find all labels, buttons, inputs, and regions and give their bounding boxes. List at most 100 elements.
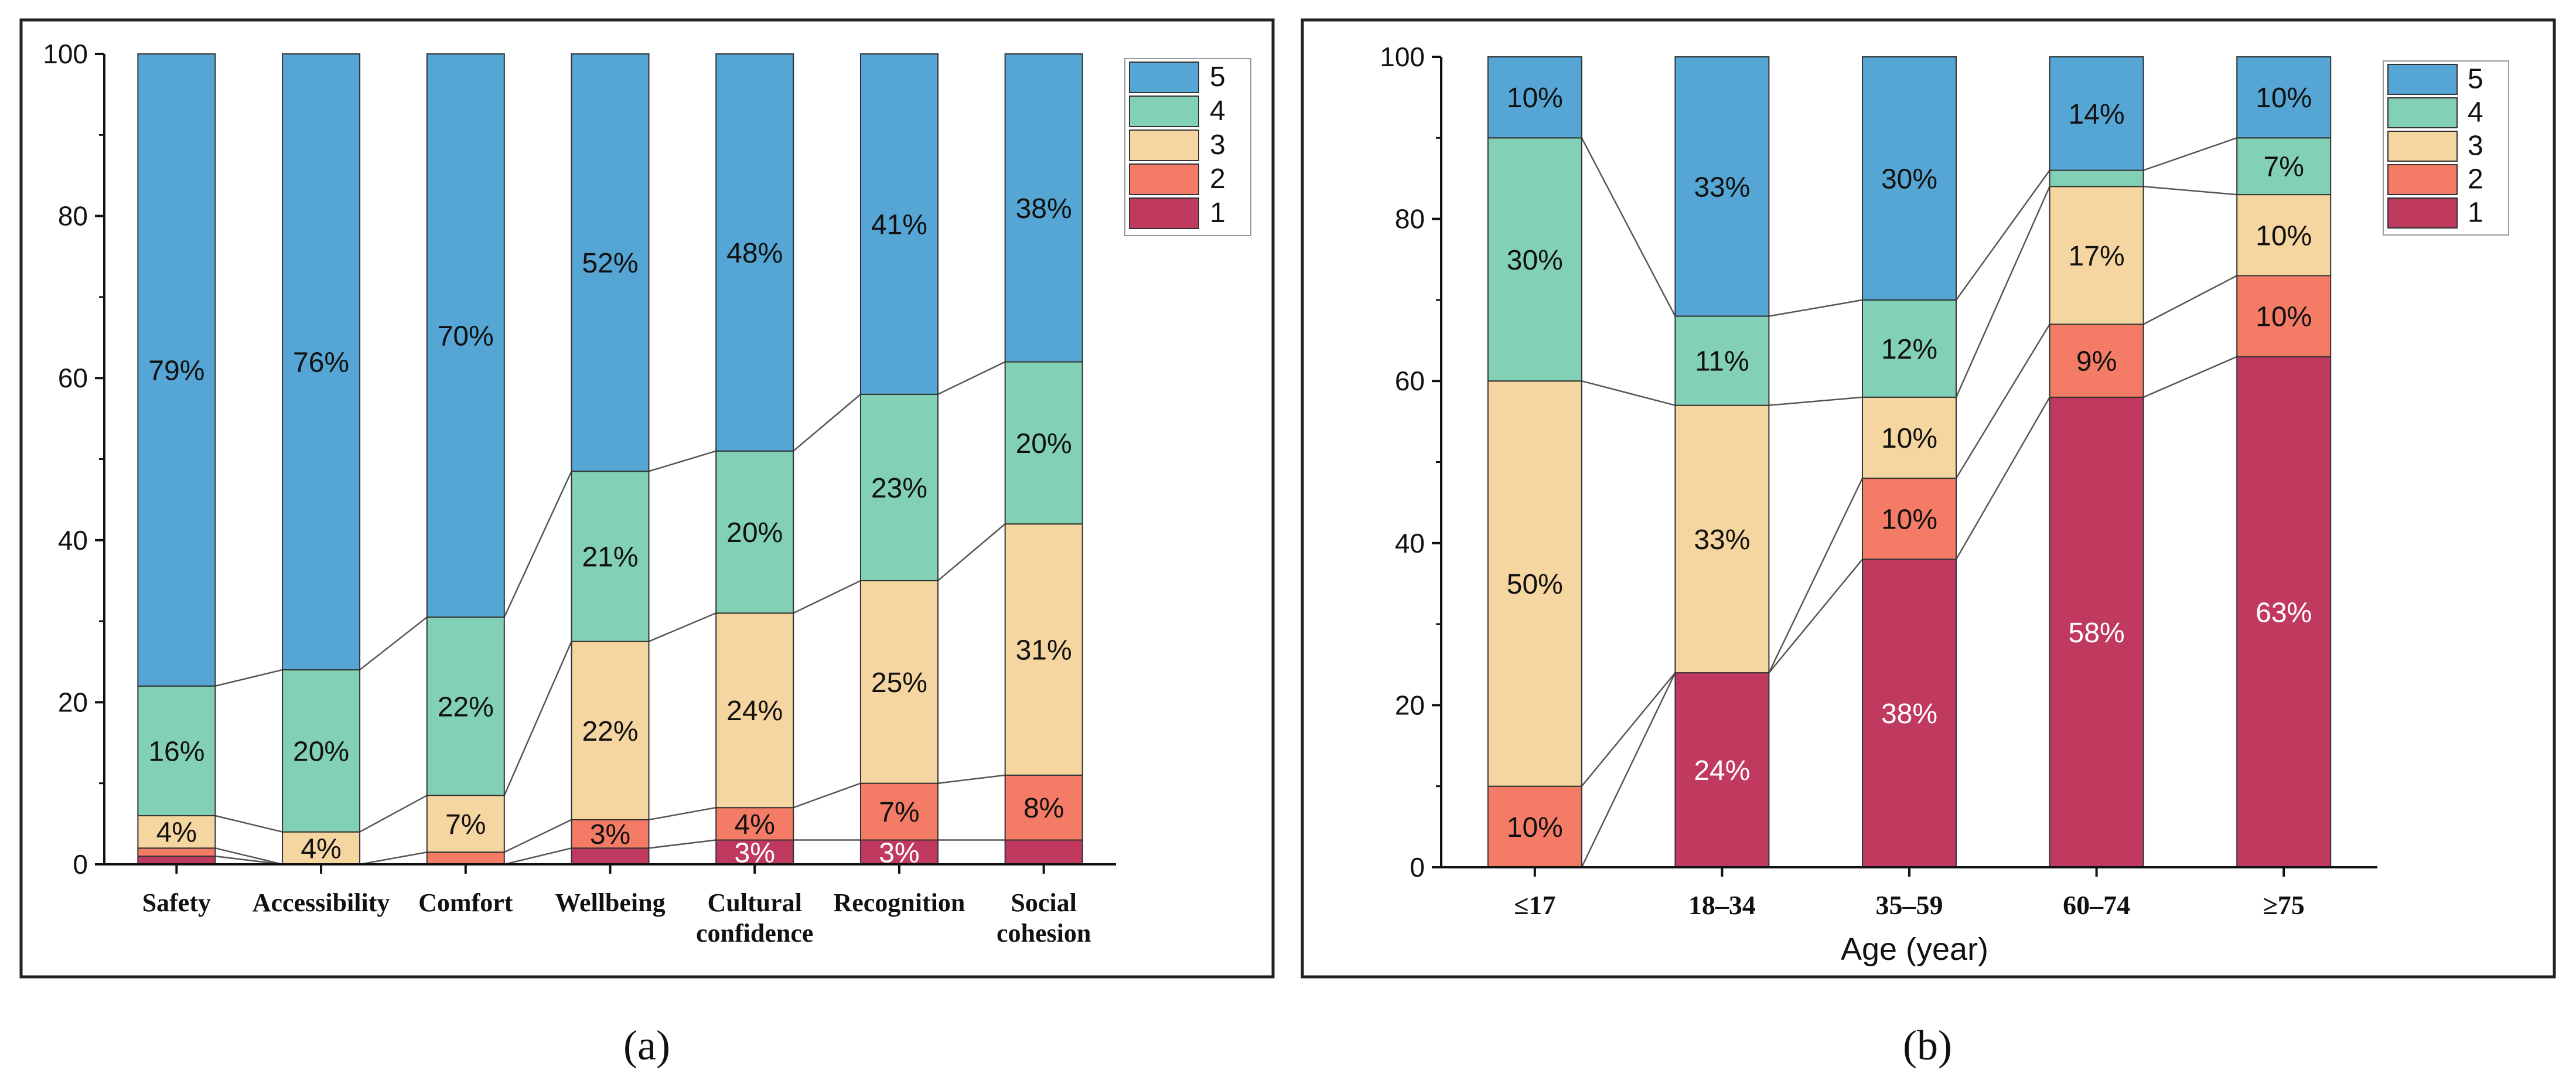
panel-b-frame <box>1301 18 2556 979</box>
connector-line <box>937 361 1006 395</box>
y-tick-label: 40 <box>58 525 88 556</box>
panel-b-segment-labels: 24% 38% 58% 63% 10% 10% 9% 10% 50% 33% 10% 17% 10% 30… <box>1507 83 2312 843</box>
bar-segment-rating-3 <box>282 831 361 865</box>
bar-segment-rating-1 <box>571 847 650 865</box>
segment-label: 31% <box>1016 635 1072 666</box>
segment-label: 41% <box>871 209 927 240</box>
segment-label: 30% <box>1507 245 1563 276</box>
connector-line <box>1581 380 1676 406</box>
segment-label: 22% <box>438 691 494 723</box>
y-tick-label: 20 <box>58 687 88 717</box>
bar-segment-rating-2 <box>1004 774 1083 841</box>
segment-label: 63% <box>2256 597 2312 628</box>
legend-label: 2 <box>2468 164 2483 195</box>
segment-label: 10% <box>1881 423 1937 454</box>
y-tick-label: 60 <box>58 363 88 393</box>
connector-line <box>359 616 428 671</box>
bar-segment-rating-4 <box>2049 169 2144 188</box>
panel-a-caption: (a) <box>623 1022 670 1069</box>
segment-label: 33% <box>1694 172 1750 203</box>
chart-panel-b: 24%38%58%63%10%10%9%10%50%33%10%17%10%30… <box>1301 18 2556 979</box>
connector-line <box>359 851 428 865</box>
bar-segment-rating-5 <box>282 53 361 671</box>
bar-segment-rating-1 <box>2236 356 2332 868</box>
bar-segment-rating-5 <box>571 53 650 472</box>
x-category-label: 35–59 <box>1876 890 1943 920</box>
legend-label: 1 <box>1210 197 1226 229</box>
legend-label: 5 <box>1210 62 1226 93</box>
panel-a-bars <box>137 53 1083 865</box>
segment-label: 20% <box>293 736 349 767</box>
bar-segment-rating-5 <box>715 53 794 452</box>
x-category-label: ≤17 <box>1514 890 1555 920</box>
bar-segment-rating-2 <box>1487 785 1582 868</box>
segment-label: 17% <box>2069 241 2125 272</box>
bar-segment-rating-5 <box>2049 56 2144 171</box>
connector-line <box>1769 396 1863 406</box>
bar-segment-rating-3 <box>2049 186 2144 325</box>
connector-line <box>649 806 716 821</box>
x-category-label: Accessibility <box>253 888 390 917</box>
bar-segment-rating-4 <box>1674 315 1770 406</box>
connector-line <box>215 855 283 865</box>
x-category-label: Wellbeing <box>555 888 665 917</box>
bar-segment-rating-4 <box>1487 137 1582 382</box>
legend-label: 3 <box>2468 131 2483 162</box>
segment-label: 79% <box>148 355 204 386</box>
x-category-label: ≥75 <box>2263 890 2305 920</box>
bar-segment-rating-2 <box>2049 323 2144 398</box>
legend-swatch-3 <box>1129 130 1199 161</box>
x-category-label: Safety <box>142 888 211 917</box>
segment-label: 10% <box>2256 220 2312 251</box>
bar-segment-rating-5 <box>859 53 939 395</box>
connector-line <box>1581 137 1676 317</box>
panel-b-connector-lines <box>1581 137 2237 868</box>
legend-swatch-2 <box>2387 164 2458 195</box>
connector-line <box>649 612 716 642</box>
connector-line <box>2143 137 2237 171</box>
segment-label: 7% <box>879 797 919 828</box>
segment-label: 22% <box>582 716 638 747</box>
legend-swatch-1 <box>1129 197 1199 229</box>
panel-a-segment-labels: 3% 3%3% 4% 7% 8%4%4%7%22%24%25%31%16% 20%22%2… <box>148 193 1072 868</box>
legend-label: 4 <box>1210 96 1226 127</box>
connector-line <box>937 523 1006 581</box>
segment-label: 3% <box>590 819 630 850</box>
panel-a-axes: 0 20 40 60 80 100 Safety Accessibility Comfort We… <box>43 39 1116 948</box>
connector-line <box>215 847 283 865</box>
legend-label: 3 <box>1210 130 1226 161</box>
y-tick-label: 0 <box>73 849 88 880</box>
bar-segment-rating-3 <box>1674 404 1770 674</box>
legend-label: 4 <box>2468 97 2483 128</box>
segment-label: 38% <box>1881 698 1937 730</box>
segment-label: 9% <box>2076 346 2117 377</box>
connector-line <box>1768 558 1863 673</box>
bar-segment-rating-3 <box>1004 523 1083 776</box>
bar-segment-rating-5 <box>1487 56 1582 139</box>
connector-line <box>215 815 283 833</box>
segment-label: 76% <box>293 347 349 379</box>
legend-label: 5 <box>2468 64 2483 95</box>
connector-line <box>359 795 428 833</box>
connector-line <box>1955 186 2050 398</box>
legend-swatch-3 <box>2387 131 2458 162</box>
connector-line <box>1581 672 1676 868</box>
segment-label: 11% <box>1695 346 1749 377</box>
y-tick-label: 80 <box>1395 204 1425 234</box>
bar-segment-rating-5 <box>2236 56 2332 139</box>
connector-line <box>1768 478 1864 673</box>
legend-label: 2 <box>1210 163 1226 195</box>
connector-line <box>503 641 572 796</box>
segment-label: 38% <box>1016 193 1072 224</box>
connector-line <box>1581 672 1676 787</box>
panel-b-caption: (b) <box>1903 1022 1952 1069</box>
bar-segment-rating-2 <box>426 851 505 865</box>
connector-line <box>1955 323 2050 479</box>
panel-b-axes: 0 20 40 60 80 100 ≤17 18–34 35–59 60–74 ≥75 <box>1380 42 2377 920</box>
bar-segment-rating-2 <box>137 847 216 857</box>
y-tick-label: 80 <box>58 201 88 231</box>
segment-label: 50% <box>1507 569 1563 600</box>
segment-label: 70% <box>438 321 494 352</box>
segment-label: 48% <box>726 238 783 269</box>
